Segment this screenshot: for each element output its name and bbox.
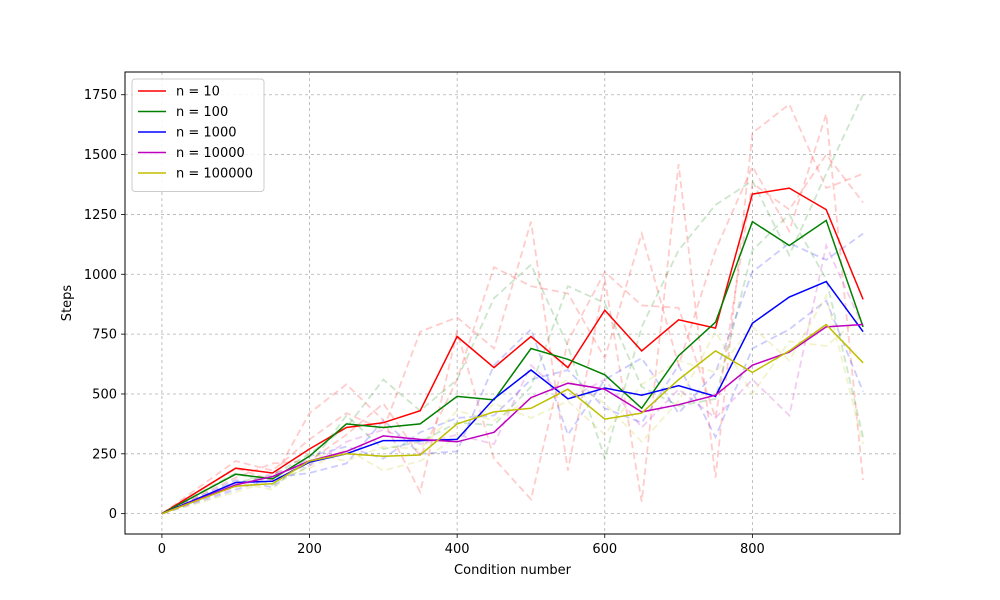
y-tick-label: 0 xyxy=(109,507,117,522)
series-line xyxy=(161,323,864,515)
trial-line xyxy=(161,314,864,515)
y-tick-label: 250 xyxy=(92,447,117,462)
plot-frame xyxy=(124,71,901,535)
trial-line xyxy=(161,232,864,515)
y-tick-label: 750 xyxy=(92,328,117,343)
legend-entry: n = 10 xyxy=(176,85,220,100)
y-tick-label: 1000 xyxy=(84,268,117,283)
legend-box xyxy=(131,78,265,192)
trial-line xyxy=(161,102,864,515)
series-line xyxy=(161,280,864,515)
trial-line xyxy=(161,153,864,515)
x-axis-label: Condition number xyxy=(454,563,572,578)
legend-entry: n = 10000 xyxy=(176,146,245,161)
legend: n = 10 n = 100 n = 1000 n = 10000 n = 100000 xyxy=(131,78,265,192)
trial-line xyxy=(161,242,864,515)
x-tick-label: 600 xyxy=(592,542,617,557)
trial-line xyxy=(161,94,864,515)
trial-lines xyxy=(161,94,864,515)
y-axis-ticks: 0 250 500 750 1000 1250 1500 1750 xyxy=(84,88,125,522)
legend-entry: n = 100000 xyxy=(176,167,253,182)
x-tick-label: 400 xyxy=(445,542,470,557)
y-tick-label: 1250 xyxy=(84,208,117,223)
legend-entry: n = 1000 xyxy=(176,126,236,141)
y-tick-label: 500 xyxy=(92,387,117,402)
y-tick-label: 1500 xyxy=(84,148,117,163)
y-tick-label: 1750 xyxy=(84,88,117,103)
legend-entry: n = 100 xyxy=(176,105,228,120)
trial-line xyxy=(161,212,864,515)
x-axis-ticks: 0 200 400 600 800 xyxy=(158,534,765,557)
trial-line xyxy=(161,293,864,515)
y-axis-label: Steps xyxy=(60,285,75,322)
series-line xyxy=(161,219,864,515)
x-tick-label: 800 xyxy=(740,542,765,557)
x-tick-label: 200 xyxy=(297,542,322,557)
series-line xyxy=(161,187,864,515)
series-lines xyxy=(161,187,864,515)
x-tick-label: 0 xyxy=(158,542,166,557)
